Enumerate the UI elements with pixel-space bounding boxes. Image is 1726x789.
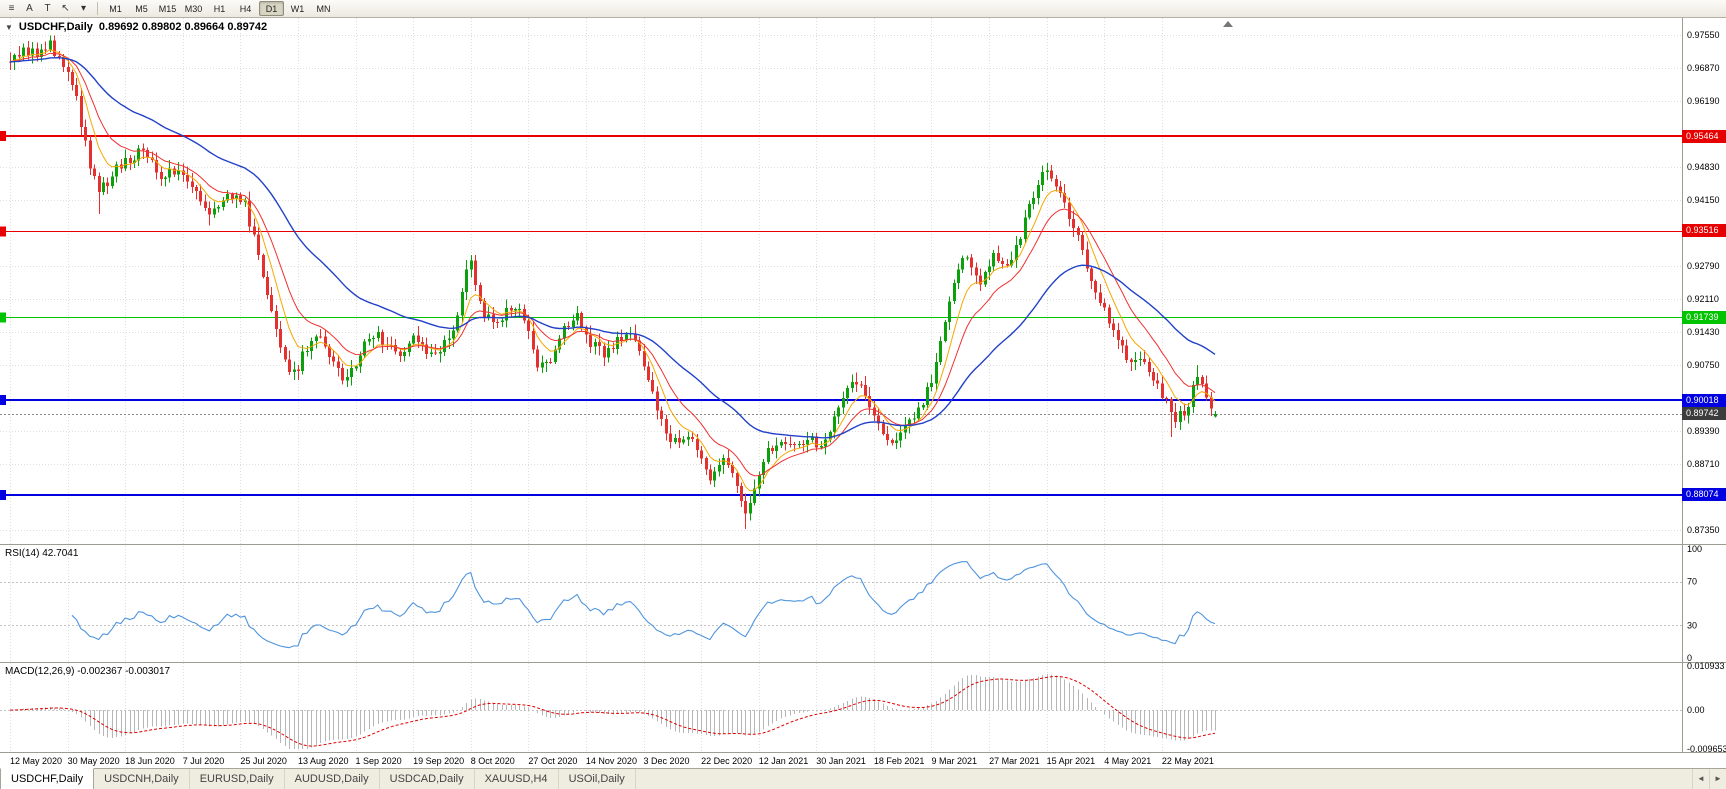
- macd-indicator-label: MACD(12,26,9) -0.002367 -0.003017: [5, 666, 171, 677]
- axis-labels: 0.97550 0.96870 0.96190 0.94830 0.94150 0.927…: [10, 30, 1726, 766]
- macd-histogram: [14, 674, 1216, 749]
- timeframe-m1-button[interactable]: M1: [109, 4, 122, 14]
- svg-text:25 Jul 2020: 25 Jul 2020: [240, 756, 287, 766]
- moving-average-medium: [9, 52, 1216, 477]
- svg-text:0.96870: 0.96870: [1687, 63, 1720, 73]
- svg-text:3 Dec 2020: 3 Dec 2020: [644, 756, 690, 766]
- chart-tab-eurusd[interactable]: EURUSD,Daily: [190, 769, 285, 789]
- current-price-tag: 0.89742: [1682, 407, 1726, 421]
- toolbar-separator: [97, 2, 98, 15]
- svg-text:27 Mar 2021: 27 Mar 2021: [989, 756, 1040, 766]
- svg-text:4 May 2021: 4 May 2021: [1104, 756, 1151, 766]
- level-left-marker: [0, 312, 6, 323]
- level-left-marker: [0, 490, 6, 500]
- svg-text:22 May 2021: 22 May 2021: [1162, 756, 1214, 766]
- text-tool-icon[interactable]: T: [44, 3, 51, 14]
- level-left-marker: [0, 226, 6, 237]
- svg-text:0.010933: 0.010933: [1687, 661, 1725, 671]
- chart-tab-usdcnh[interactable]: USDCNH,Daily: [94, 769, 190, 789]
- svg-text:70: 70: [1687, 577, 1697, 587]
- svg-text:8 Oct 2020: 8 Oct 2020: [471, 756, 515, 766]
- svg-text:27 Oct 2020: 27 Oct 2020: [528, 756, 577, 766]
- svg-text:18 Feb 2021: 18 Feb 2021: [874, 756, 925, 766]
- svg-text:0.90750: 0.90750: [1687, 360, 1720, 370]
- level-price-tag: 0.90018: [1682, 394, 1726, 407]
- chart-tab-xauusd[interactable]: XAUUSD,H4: [475, 769, 559, 789]
- macd-signal-line: [9, 675, 1216, 747]
- svg-text:0.88710: 0.88710: [1687, 459, 1720, 469]
- level-price-tag: 0.88074: [1682, 488, 1726, 502]
- svg-text:12 May 2020: 12 May 2020: [10, 756, 62, 766]
- tool-icon-group: ≡ A T ↖ ▾: [3, 1, 92, 16]
- tools-dropdown-icon[interactable]: ▾: [80, 3, 87, 14]
- svg-text:1 Sep 2020: 1 Sep 2020: [356, 756, 402, 766]
- svg-text:0.96190: 0.96190: [1687, 96, 1720, 106]
- svg-text:0.91430: 0.91430: [1687, 327, 1720, 337]
- rsi-indicator-label: RSI(14) 42.7041: [5, 548, 79, 559]
- grid-lines: [0, 18, 1682, 752]
- chart-tab-usdchf[interactable]: USDCHF,Daily: [0, 768, 95, 789]
- svg-text:0.97550: 0.97550: [1687, 30, 1720, 40]
- svg-text:15 Apr 2021: 15 Apr 2021: [1047, 756, 1096, 766]
- chart-tab-bar: USDCHF,Daily USDCNH,Daily EURUSD,Daily AUDU…: [0, 768, 1726, 789]
- crosshair-tool-icon[interactable]: ↖: [61, 3, 70, 14]
- timeframe-button-group: M1 M5 M15 M30 H1 H4 D1 W1 MN: [103, 1, 336, 16]
- svg-text:0.92790: 0.92790: [1687, 261, 1720, 271]
- svg-text:100: 100: [1687, 544, 1702, 554]
- svg-text:9 Mar 2021: 9 Mar 2021: [931, 756, 977, 766]
- chart-tabs: USDCHF,Daily USDCNH,Daily EURUSD,Daily AUDU…: [0, 768, 636, 789]
- svg-text:12 Jan 2021: 12 Jan 2021: [759, 756, 809, 766]
- level-left-marker: [0, 131, 6, 141]
- timeframe-w1-button[interactable]: W1: [290, 4, 305, 14]
- svg-text:0.94150: 0.94150: [1687, 195, 1720, 205]
- chart-canvas[interactable]: 0.97550 0.96870 0.96190 0.94830 0.94150 0.927…: [0, 18, 1726, 768]
- svg-text:0.87350: 0.87350: [1687, 525, 1720, 535]
- svg-text:13 Aug 2020: 13 Aug 2020: [298, 756, 349, 766]
- moving-average-fast: [9, 49, 1216, 492]
- svg-text:30: 30: [1687, 620, 1697, 630]
- timeframe-h1-button[interactable]: H1: [213, 4, 226, 14]
- horizontal-level-lines: [0, 131, 1682, 500]
- svg-text:30 Jan 2021: 30 Jan 2021: [816, 756, 866, 766]
- svg-text:14 Nov 2020: 14 Nov 2020: [586, 756, 637, 766]
- tab-scroll-left-icon[interactable]: ◄: [1692, 769, 1709, 789]
- rsi-line: [71, 561, 1216, 649]
- level-left-marker: [0, 395, 6, 405]
- svg-text:19 Sep 2020: 19 Sep 2020: [413, 756, 464, 766]
- candlesticks: [9, 35, 1217, 529]
- collapse-arrow-icon[interactable]: ▼: [5, 22, 13, 32]
- chart-tab-audusd[interactable]: AUDUSD,Daily: [285, 769, 380, 789]
- chart-tab-usdcad[interactable]: USDCAD,Daily: [380, 769, 475, 789]
- timeframe-mn-button[interactable]: MN: [316, 4, 331, 14]
- svg-text:18 Jun 2020: 18 Jun 2020: [125, 756, 175, 766]
- cursor-tool-icon[interactable]: A: [26, 3, 33, 14]
- chart-list-icon[interactable]: ≡: [8, 3, 15, 14]
- timeframe-m15-button[interactable]: M15: [158, 4, 177, 14]
- tab-scroll-controls: ◄ ►: [1692, 769, 1726, 789]
- timeframe-m5-button[interactable]: M5: [135, 4, 148, 14]
- svg-text:30 May 2020: 30 May 2020: [68, 756, 120, 766]
- svg-text:0.94830: 0.94830: [1687, 162, 1720, 172]
- svg-text:7 Jul 2020: 7 Jul 2020: [183, 756, 225, 766]
- level-price-tag: 0.93516: [1682, 224, 1726, 238]
- svg-text:0.89390: 0.89390: [1687, 426, 1720, 436]
- svg-text:22 Dec 2020: 22 Dec 2020: [701, 756, 752, 766]
- level-price-tag: 0.95464: [1682, 129, 1726, 143]
- chart-shift-marker-icon[interactable]: [1223, 21, 1233, 27]
- svg-text:0.00: 0.00: [1687, 705, 1705, 715]
- svg-text:0: 0: [1687, 653, 1692, 663]
- timeframe-m30-button[interactable]: M30: [184, 4, 203, 14]
- timeframe-d1-button[interactable]: D1: [259, 1, 284, 16]
- chart-tab-usoil[interactable]: USOil,Daily: [559, 769, 636, 789]
- svg-text:0.92110: 0.92110: [1687, 294, 1719, 304]
- moving-average-slow: [9, 56, 1216, 439]
- top-toolbar: ≡ A T ↖ ▾ M1 M5 M15 M30 H1 H4 D1 W1 MN: [0, 0, 1726, 18]
- tab-scroll-right-icon[interactable]: ►: [1709, 769, 1726, 789]
- timeframe-h4-button[interactable]: H4: [239, 4, 252, 14]
- chart-area: 0.97550 0.96870 0.96190 0.94830 0.94150 0.927…: [0, 18, 1726, 768]
- level-price-tag: 0.91739: [1682, 310, 1726, 324]
- svg-text:-0.009653: -0.009653: [1687, 744, 1726, 754]
